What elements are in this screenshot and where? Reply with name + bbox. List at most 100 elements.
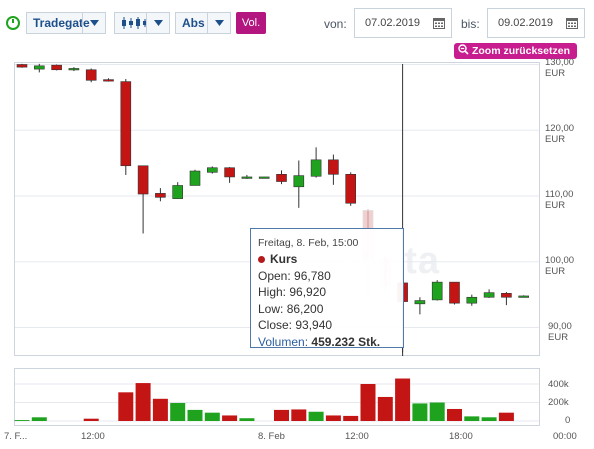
tooltip-open-label: Open: bbox=[258, 268, 291, 283]
volume-bar bbox=[170, 402, 186, 421]
volume-bar bbox=[291, 409, 307, 421]
scale-select[interactable]: Abs bbox=[175, 12, 231, 34]
price-chart-panel[interactable] bbox=[14, 62, 540, 356]
chart-type-select[interactable] bbox=[114, 12, 170, 34]
chevron-down-icon bbox=[207, 13, 230, 33]
volume-bar bbox=[152, 398, 168, 421]
candle-body bbox=[241, 176, 253, 179]
candle-body bbox=[466, 296, 478, 304]
volume-bar bbox=[187, 409, 203, 421]
volume-chart-panel[interactable] bbox=[14, 368, 540, 426]
candlestick-icon bbox=[121, 16, 147, 33]
tooltip-low-label: Low: bbox=[258, 301, 284, 316]
tooltip-close: Close: 93,940 bbox=[258, 317, 396, 334]
from-date-field[interactable]: 07.02.2019 bbox=[354, 8, 452, 38]
tooltip-series: Kurs bbox=[258, 251, 396, 268]
volume-bar bbox=[343, 415, 359, 421]
candle-body bbox=[449, 281, 460, 304]
calendar-icon[interactable] bbox=[566, 17, 578, 29]
zoom-reset-label: Zoom zurücksetzen bbox=[471, 45, 570, 57]
tooltip-close-value: 93,940 bbox=[295, 318, 333, 332]
candle-body bbox=[103, 79, 114, 82]
time-axis-tick: 00:00 bbox=[553, 431, 577, 442]
volume-bar bbox=[395, 378, 411, 421]
to-label: bis: bbox=[461, 17, 480, 31]
candle-body bbox=[310, 159, 322, 177]
candle-body bbox=[189, 170, 201, 186]
candle-body bbox=[85, 69, 97, 81]
calendar-icon[interactable] bbox=[433, 17, 445, 29]
price-axis-tick: 90,00 EUR bbox=[548, 321, 572, 343]
tooltip-low: Low: 86,200 bbox=[258, 301, 396, 318]
price-axis-tick: 110,00 EUR bbox=[545, 189, 574, 211]
tooltip-series-label: Kurs bbox=[270, 252, 298, 266]
volume-bar bbox=[464, 416, 480, 421]
candle-body bbox=[224, 167, 235, 178]
tooltip-open-value: 96,780 bbox=[294, 268, 331, 283]
price-axis-tick: 130,00 EUR bbox=[545, 57, 575, 79]
live-status-icon bbox=[6, 16, 20, 30]
volume-bar bbox=[447, 408, 462, 421]
candle-body bbox=[155, 193, 166, 198]
candle-body bbox=[276, 174, 287, 182]
candle-body bbox=[207, 167, 218, 173]
volume-bar bbox=[481, 417, 497, 421]
volume-bar bbox=[204, 412, 220, 421]
tooltip-volume-value: 459.232 Stk. bbox=[311, 334, 381, 349]
time-axis-tick: 12:00 bbox=[81, 431, 105, 442]
volume-bar bbox=[429, 402, 445, 421]
to-date-field[interactable]: 09.02.2019 bbox=[487, 8, 585, 38]
price-axis-tick: 100,00 EUR bbox=[545, 255, 575, 277]
from-date-value: 07.02.2019 bbox=[365, 17, 421, 29]
tooltip-low-value: 86,200 bbox=[286, 301, 324, 316]
candle-body bbox=[68, 68, 80, 71]
tooltip-high: High: 96,920 bbox=[258, 284, 396, 301]
exchange-select[interactable]: Tradegate bbox=[26, 12, 106, 34]
zoom-out-icon bbox=[458, 44, 469, 58]
candle-body bbox=[16, 64, 28, 68]
candle-body bbox=[51, 64, 62, 71]
volume-bar bbox=[377, 396, 393, 421]
chart-toolbar: Tradegate Abs Vol. von: 07.02.2019 bis: … bbox=[0, 0, 594, 60]
time-axis-tick: 7. F... bbox=[4, 431, 28, 442]
volume-bar bbox=[135, 383, 151, 421]
scale-select-value: Abs bbox=[182, 16, 205, 30]
volume-bar bbox=[14, 420, 30, 421]
candle-body bbox=[431, 281, 443, 301]
candle-body bbox=[518, 295, 530, 298]
series-dot-icon bbox=[258, 256, 265, 264]
volume-axis-tick: 200k bbox=[548, 397, 569, 408]
exchange-select-value: Tradegate bbox=[33, 16, 90, 30]
tooltip-high-label: High: bbox=[258, 285, 287, 299]
candle-body bbox=[33, 65, 45, 70]
tooltip-close-label: Close: bbox=[258, 318, 293, 332]
zoom-reset-button[interactable]: Zoom zurücksetzen bbox=[453, 43, 577, 59]
candle-body bbox=[328, 159, 339, 175]
tooltip-date: Freitag, 8. Feb, 15:00 bbox=[258, 237, 359, 249]
volume-bar bbox=[274, 409, 289, 421]
volume-bar bbox=[498, 412, 514, 421]
candle-body bbox=[172, 185, 183, 199]
candle-tooltip: Freitag, 8. Feb, 15:00 Kurs Open: 96,780… bbox=[250, 228, 404, 351]
candle-body bbox=[258, 176, 270, 179]
tooltip-volume: Volumen: 459.232 Stk. bbox=[258, 334, 396, 351]
chevron-down-icon bbox=[146, 13, 169, 33]
candle-body bbox=[414, 300, 426, 305]
from-label: von: bbox=[324, 17, 347, 31]
candle-body bbox=[120, 81, 132, 167]
volume-bar bbox=[325, 415, 341, 421]
candle-body bbox=[501, 293, 512, 298]
to-date-value: 09.02.2019 bbox=[498, 17, 554, 29]
candle-body bbox=[483, 292, 495, 298]
price-axis-tick: 120,00 EUR bbox=[545, 123, 575, 145]
candle-body bbox=[137, 165, 149, 195]
volume-bar bbox=[239, 418, 255, 421]
candle-body bbox=[293, 175, 305, 188]
volume-toggle-button[interactable]: Vol. bbox=[236, 12, 266, 34]
volume-bar bbox=[222, 415, 238, 421]
time-axis-tick: 8. Feb bbox=[258, 431, 285, 442]
volume-bar bbox=[360, 384, 376, 421]
tooltip-open: Open: 96,780 bbox=[258, 268, 396, 285]
time-axis-tick: 18:00 bbox=[449, 431, 473, 442]
